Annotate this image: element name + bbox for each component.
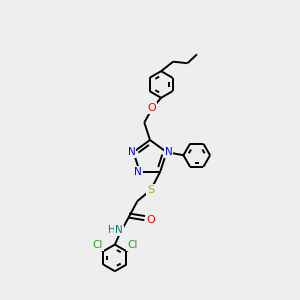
- Text: N: N: [165, 147, 172, 157]
- Text: N: N: [115, 225, 123, 236]
- Text: Cl: Cl: [127, 240, 137, 250]
- Text: Cl: Cl: [92, 240, 103, 250]
- Text: O: O: [148, 103, 157, 113]
- Text: H: H: [108, 225, 116, 236]
- Text: N: N: [128, 147, 135, 157]
- Text: O: O: [147, 215, 155, 225]
- Text: N: N: [134, 167, 142, 177]
- Text: S: S: [147, 185, 154, 195]
